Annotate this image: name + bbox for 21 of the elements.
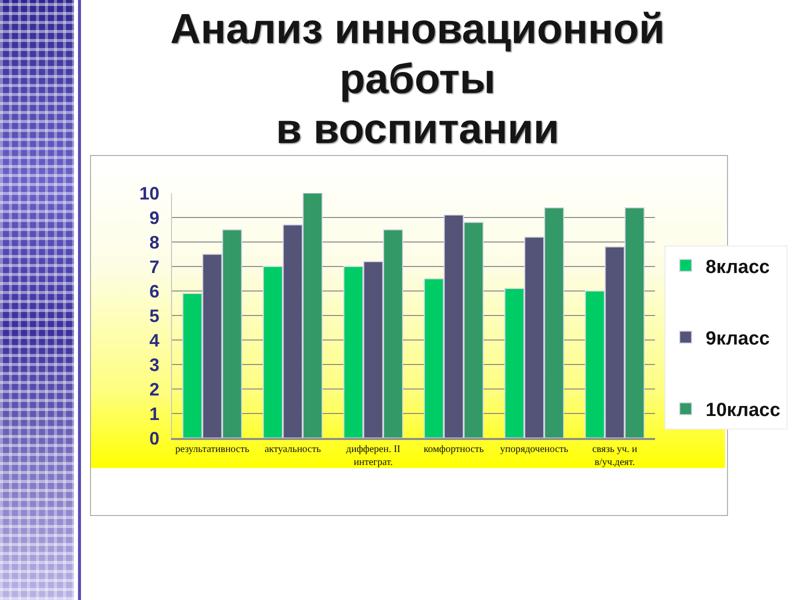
x-tick-label: актуальность: [264, 444, 322, 455]
y-tick-label: 1: [149, 404, 160, 424]
x-tick-label: дифферен. II интеграт.: [346, 444, 400, 468]
legend-label: 8класс: [706, 256, 770, 278]
y-tick-label: 6: [149, 281, 160, 302]
y-tick-label: 0: [149, 428, 160, 448]
x-tick-label: комфортность: [424, 444, 484, 455]
x-tick-label: результативность: [175, 444, 250, 455]
y-tick-label: 8: [149, 232, 160, 252]
y-tick-label: 9: [149, 208, 160, 228]
y-tick-label: 2: [149, 379, 160, 400]
y-tick-label: 3: [149, 354, 160, 375]
y-tick-label: 7: [149, 256, 160, 277]
x-tick-label: упорядоченость: [500, 444, 569, 455]
y-tick-label: 5: [149, 306, 160, 326]
y-tick-label: 10: [139, 183, 160, 204]
chart-title: Анализ инновационной работы в воспитании: [169, 4, 666, 154]
y-tick-label: 4: [149, 330, 160, 350]
legend-label: 9класс: [706, 328, 770, 350]
x-tick-label: связь уч. и в/уч.деят.: [592, 444, 638, 468]
legend-label: 10класс: [706, 400, 781, 422]
